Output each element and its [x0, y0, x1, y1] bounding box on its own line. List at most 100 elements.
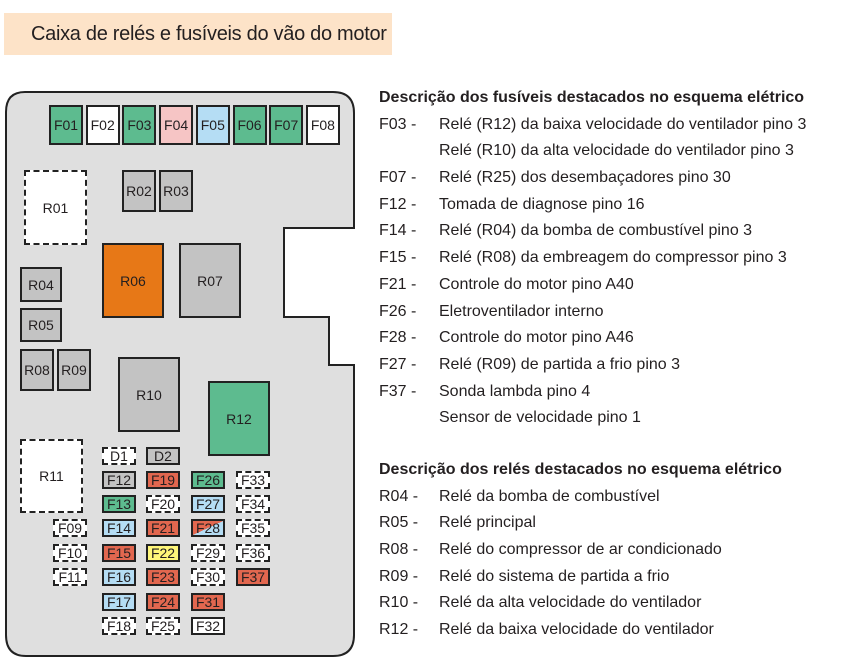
fuse-f21: F21 — [146, 519, 180, 537]
fuse-row: F28 - Controle do motor pino A46 — [379, 325, 804, 352]
fuse-row: F12 - Tomada de diagnose pino 16 — [379, 192, 804, 219]
fuse-row: F27 - Relé (R09) de partida a frio pino 3 — [379, 352, 804, 379]
fuse-f12: F12 — [102, 471, 136, 489]
fuse-f02: F02 — [85, 105, 120, 145]
fuse-f22: F22 — [146, 544, 180, 562]
relay-r03: R03 — [159, 170, 193, 212]
fuse-description: Relé (R04) da bomba de combustível pino … — [439, 222, 753, 240]
fuse-f34: F34 — [236, 495, 270, 513]
relay-r05: R05 — [20, 308, 62, 342]
fuse-f26: F26 — [191, 471, 225, 489]
relay-r09: R09 — [57, 349, 91, 391]
fuse-row: F21 - Controle do motor pino A40 — [379, 272, 804, 299]
fuse-row: F03 - Relé (R12) da baixa velocidade do v… — [379, 112, 807, 139]
fuse-code: F27 - — [379, 355, 417, 373]
fuse-f06: F06 — [232, 105, 267, 145]
fuse-f35: F35 — [236, 519, 270, 537]
fuse-description: Relé (R12) da baixa velocidade do ventil… — [439, 115, 807, 133]
fuse-f20: F20 — [146, 495, 180, 513]
fuse-description: Relé (R08) da embreagem do compressor pi… — [439, 249, 787, 267]
relay-description: Relé do compressor de ar condicionado — [439, 541, 722, 559]
fuse-f17: F17 — [102, 593, 136, 611]
fuse-description: Relé (R09) de partida a frio pino 3 — [439, 355, 681, 373]
fuse-f19: F19 — [146, 471, 180, 489]
fuse-description: Relé (R10) da alta velocidade do ventila… — [439, 142, 794, 160]
fuse-row: F15 - Relé (R08) da embreagem do compress… — [379, 245, 804, 272]
fuse-f33: F33 — [236, 471, 270, 489]
relay-description: Relé da alta velocidade do ventilador — [439, 594, 702, 612]
fuse-f29: F29 — [191, 544, 225, 562]
fuses-description: Descrição dos fusíveis destacados no esq… — [379, 85, 807, 432]
fuse-f10: F10 — [53, 544, 87, 562]
fuse-code: F14 - — [379, 222, 417, 240]
fuse-description: Controle do motor pino A40 — [439, 275, 634, 293]
fuse-description: Controle do motor pino A46 — [439, 329, 634, 347]
fuse-code: F07 - — [379, 169, 417, 187]
fuse-row: Relé (R10) da alta velocidade do ventila… — [379, 138, 804, 165]
fuse-row: F14 - Relé (R04) da bomba de combustível … — [379, 218, 804, 245]
fuse-f36: F36 — [236, 544, 270, 562]
relay-code: R12 - — [379, 621, 419, 639]
fuse-f27: F27 — [191, 495, 225, 513]
relay-code: R09 - — [379, 567, 419, 585]
fuse-f32: F32 — [191, 617, 225, 635]
fuse-description: Tomada de diagnose pino 16 — [439, 195, 645, 213]
relay-row: R10 - Relé da alta velocidade do ventilad… — [379, 590, 782, 617]
relay-description: Relé da bomba de combustível — [439, 487, 660, 505]
relay-row: R12 - Relé da baixa velocidade do ventila… — [379, 617, 782, 644]
fuse-f03: F03 — [122, 105, 157, 145]
title-banner: Caixa de relés e fusíveis do vão do moto… — [4, 13, 392, 55]
fuse-description: Relé (R25) dos desembaçadores pino 30 — [439, 169, 731, 187]
relay-code: R04 - — [379, 487, 419, 505]
fuse-f09: F09 — [53, 519, 87, 537]
relay-r12: R12 — [208, 381, 270, 456]
fuse-f11: F11 — [53, 568, 87, 586]
diode-d1: D1 — [102, 447, 136, 465]
fuse-f23: F23 — [146, 568, 180, 586]
fuse-description: Eletroventilador interno — [439, 302, 604, 320]
fuse-row: F26 - Eletroventilador interno — [379, 299, 804, 326]
fuse-code: F37 - — [379, 382, 417, 400]
relay-r08: R08 — [20, 349, 54, 391]
fuse-f07: F07 — [269, 105, 304, 145]
fuse-code: F12 - — [379, 195, 417, 213]
fuse-box-housing — [5, 91, 355, 657]
relay-r06: R06 — [102, 243, 164, 318]
relay-description: Relé da baixa velocidade do ventilador — [439, 621, 714, 639]
relay-row: R09 - Relé do sistema de partida a frio — [379, 564, 782, 591]
relays-description: Descrição dos relés destacados no esquem… — [379, 457, 782, 644]
fuse-row: F07 - Relé (R25) dos desembaçadores pino … — [379, 165, 804, 192]
relay-code: R05 - — [379, 514, 419, 532]
fuse-f25: F25 — [146, 617, 180, 635]
fuse-f05: F05 — [195, 105, 230, 145]
diode-d2: D2 — [146, 447, 180, 465]
relay-description: Relé do sistema de partida a frio — [439, 567, 670, 585]
fuse-f16: F16 — [102, 568, 136, 586]
fuse-f24: F24 — [146, 593, 180, 611]
relay-r10: R10 — [118, 357, 180, 432]
fuse-f15: F15 — [102, 544, 136, 562]
relay-row: R05 - Relé principal — [379, 510, 782, 537]
fuse-code: F28 - — [379, 329, 417, 347]
fuse-f18: F18 — [102, 617, 136, 635]
relay-r07: R07 — [179, 243, 241, 318]
fuse-f01: F01 — [49, 105, 83, 145]
fuse-description: Sensor de velocidade pino 1 — [439, 409, 641, 427]
fuse-f13: F13 — [102, 495, 136, 513]
fuse-description: Sonda lambda pino 4 — [439, 382, 591, 400]
fuses-heading: Descrição dos fusíveis destacados no esq… — [379, 89, 805, 106]
fuse-code: F26 - — [379, 302, 417, 320]
fuse-row: F37 - Sonda lambda pino 4 — [379, 379, 804, 406]
relay-description: Relé principal — [439, 514, 536, 532]
relay-row: R04 - Relé da bomba de combustível — [379, 484, 782, 511]
fuse-code: F03 - — [379, 115, 417, 133]
fuse-f31: F31 — [191, 593, 225, 611]
relay-r04: R04 — [20, 267, 62, 302]
fuse-f30: F30 — [191, 568, 225, 586]
relay-r02: R02 — [122, 170, 156, 212]
page-title: Caixa de relés e fusíveis do vão do moto… — [31, 23, 387, 45]
fuse-code: F15 - — [379, 249, 417, 267]
fuse-f04: F04 — [159, 105, 194, 145]
fuse-f08: F08 — [305, 105, 340, 145]
